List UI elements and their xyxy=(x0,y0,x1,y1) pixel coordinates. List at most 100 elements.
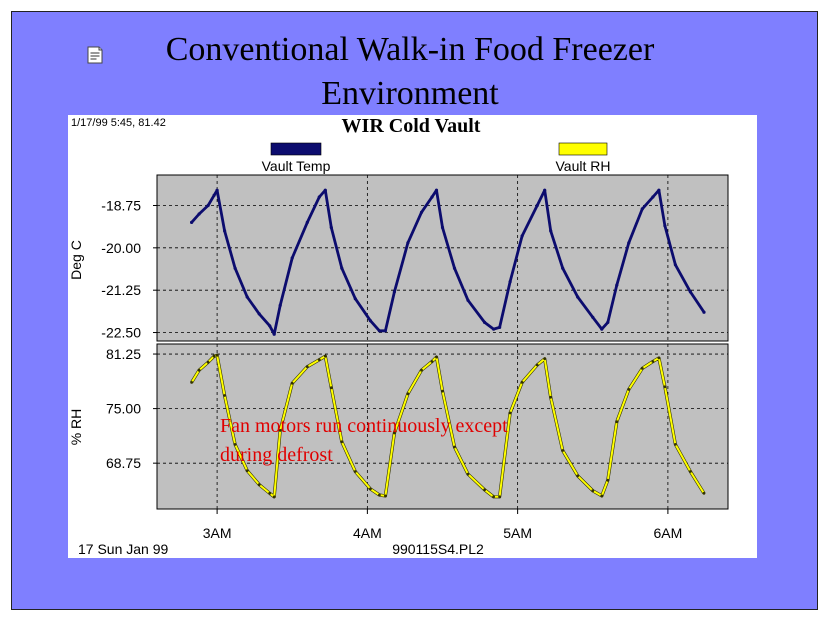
data-point-vault-temp-30 xyxy=(483,320,487,324)
data-point-vault-rh-4 xyxy=(215,353,219,357)
data-point-vault-rh-32 xyxy=(498,495,501,499)
data-point-vault-temp-22 xyxy=(392,290,396,294)
data-point-vault-temp-32 xyxy=(498,325,502,329)
y-tick-label-vault-temp-0: -18.75 xyxy=(101,197,141,213)
plot-area-rh xyxy=(156,343,729,510)
data-point-vault-rh-2 xyxy=(206,360,210,364)
plot-area-temp xyxy=(156,174,729,342)
series-layer xyxy=(190,188,706,499)
data-point-vault-temp-23 xyxy=(406,241,410,245)
data-point-vault-rh-26 xyxy=(435,355,438,359)
y-axis-label-rh: % RH xyxy=(68,409,84,446)
footer-date: 17 Sun Jan 99 xyxy=(78,541,169,557)
legend-swatch-vault-rh xyxy=(558,142,608,156)
notes-icon xyxy=(87,46,103,64)
data-point-vault-rh-28 xyxy=(453,445,456,449)
data-point-vault-rh-43 xyxy=(615,420,619,424)
data-point-vault-rh-18 xyxy=(353,470,357,473)
data-point-vault-temp-0 xyxy=(190,220,194,224)
data-point-vault-temp-3 xyxy=(212,193,216,197)
data-point-vault-temp-31 xyxy=(492,327,496,331)
x-tick-label-5am: 5AM xyxy=(503,525,532,541)
corner-readout: 1/17/99 5:45, 81.42 xyxy=(71,117,166,129)
legend-label-vault-rh: Vault RH xyxy=(556,158,611,174)
legend-swatch-vault-temp xyxy=(270,142,322,156)
data-point-vault-temp-34 xyxy=(520,234,524,238)
data-point-vault-temp-36 xyxy=(543,188,547,192)
data-point-vault-rh-29 xyxy=(466,472,470,476)
data-point-vault-rh-13 xyxy=(305,365,309,369)
data-point-vault-rh-46 xyxy=(651,360,655,363)
data-point-vault-rh-8 xyxy=(257,483,261,486)
data-point-vault-temp-49 xyxy=(673,263,678,267)
data-point-vault-temp-24 xyxy=(419,210,424,214)
data-point-vault-temp-16 xyxy=(329,225,333,230)
data-point-vault-temp-12 xyxy=(290,256,294,260)
data-point-vault-rh-44 xyxy=(627,388,631,391)
data-point-vault-rh-3 xyxy=(212,354,216,358)
data-point-vault-temp-46 xyxy=(651,195,655,199)
data-point-vault-rh-41 xyxy=(600,494,604,498)
data-point-vault-temp-40 xyxy=(591,315,595,319)
data-point-vault-temp-17 xyxy=(340,266,344,270)
slide-title-line1: Conventional Walk-in Food Freezer xyxy=(165,31,655,68)
grid-layer xyxy=(153,175,728,514)
data-point-vault-temp-43 xyxy=(615,283,619,287)
data-point-vault-rh-42 xyxy=(606,478,610,482)
series-line-vault-temp xyxy=(190,188,706,336)
data-point-vault-temp-5 xyxy=(223,229,227,233)
data-point-vault-rh-22 xyxy=(393,431,396,435)
chart-title: WIR Cold Vault xyxy=(342,115,481,137)
data-point-vault-temp-51 xyxy=(702,310,706,314)
data-point-vault-rh-21 xyxy=(384,494,387,498)
data-point-vault-temp-45 xyxy=(640,207,644,211)
data-point-vault-temp-37 xyxy=(549,229,553,233)
data-point-vault-rh-23 xyxy=(406,392,410,396)
data-point-vault-rh-27 xyxy=(441,389,444,393)
data-point-vault-rh-14 xyxy=(317,358,321,362)
data-point-vault-temp-10 xyxy=(272,332,276,336)
data-point-vault-temp-50 xyxy=(688,290,693,294)
data-point-vault-rh-1 xyxy=(197,368,201,372)
data-point-vault-temp-28 xyxy=(452,266,457,270)
data-point-vault-temp-19 xyxy=(368,319,372,323)
data-point-vault-temp-21 xyxy=(383,329,387,333)
data-point-vault-temp-11 xyxy=(278,303,282,307)
data-point-vault-rh-30 xyxy=(483,488,486,492)
slide-title-line2: Environment xyxy=(321,75,499,112)
data-point-vault-temp-8 xyxy=(257,312,261,316)
footer-filename: 990115S4.PL2 xyxy=(392,541,484,557)
data-point-vault-temp-6 xyxy=(233,266,237,270)
data-point-vault-rh-7 xyxy=(245,469,249,472)
slide-title: Conventional Walk-in Food Freezer Enviro… xyxy=(100,28,720,116)
data-point-vault-temp-1 xyxy=(197,212,201,216)
data-point-vault-rh-10 xyxy=(272,495,276,499)
data-point-vault-temp-7 xyxy=(245,295,249,299)
data-point-vault-temp-2 xyxy=(206,203,210,208)
data-point-vault-rh-0 xyxy=(190,381,193,384)
data-point-vault-temp-44 xyxy=(627,241,631,245)
y-tick-label-vault-temp-2: -21.25 xyxy=(101,282,141,298)
data-point-vault-temp-48 xyxy=(663,224,667,228)
data-point-vault-rh-40 xyxy=(591,489,595,493)
y-tick-label-vault-rh-2: 68.75 xyxy=(106,455,141,471)
data-point-vault-temp-14 xyxy=(317,195,321,199)
data-point-vault-rh-39 xyxy=(576,474,580,478)
chart-panel: 1/17/99 5:45, 81.42 WIR Cold Vault Vault… xyxy=(68,115,757,558)
series-line-vault-rh xyxy=(190,354,705,498)
data-point-vault-rh-25 xyxy=(430,360,434,363)
data-point-vault-temp-39 xyxy=(576,295,580,299)
data-point-vault-rh-9 xyxy=(268,491,272,495)
data-point-vault-temp-26 xyxy=(434,188,439,192)
legend-label-vault-temp: Vault Temp xyxy=(262,158,331,174)
data-point-vault-rh-47 xyxy=(657,356,661,360)
y-tick-label-vault-temp-1: -20.00 xyxy=(101,240,141,256)
data-point-vault-temp-18 xyxy=(353,297,357,301)
data-point-vault-rh-51 xyxy=(702,491,706,495)
annotation-line1: Fan motors run continuously except xyxy=(220,415,508,437)
data-point-vault-temp-29 xyxy=(466,298,470,302)
data-point-vault-rh-33 xyxy=(508,411,512,415)
annotation-line2: during defrost xyxy=(220,444,333,466)
data-point-vault-temp-4 xyxy=(215,188,219,192)
y-axis-label-temp: Deg C xyxy=(68,240,84,280)
